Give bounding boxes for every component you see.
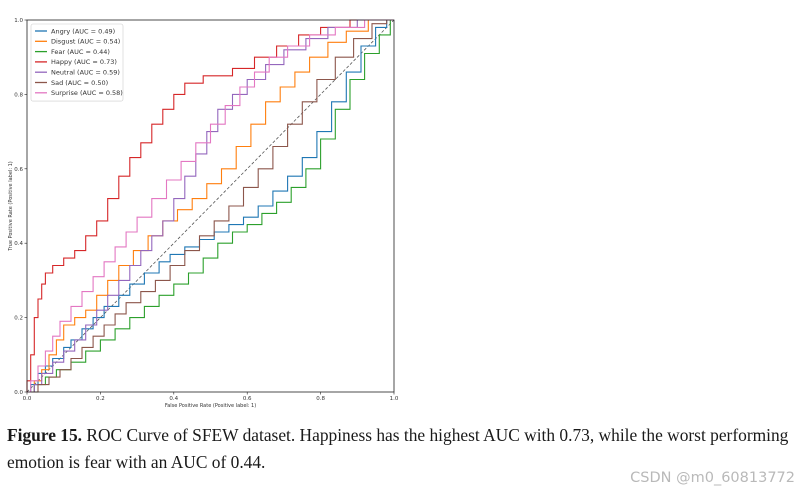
series-layer — [26, 19, 395, 393]
roc-curve-surprise — [27, 19, 394, 393]
legend-label-happy: Happy (AUC = 0.73) — [51, 58, 117, 66]
x-tick-label: 0.8 — [316, 396, 325, 402]
y-axis-label: True Positive Rate (Positive label: 1) — [8, 161, 14, 251]
figure-panel: 0.0 0.2 0.4 0.6 0.8 1.0 0.0 0.2 0.4 0.6 0.8 1.0 Fal… — [8, 18, 399, 409]
roc-curve-neutral — [27, 19, 394, 393]
y-tick-label: 0.2 — [14, 316, 23, 322]
legend-label-neutral: Neutral (AUC = 0.59) — [51, 69, 120, 77]
legend: Angry (AUC = 0.49) Disgust (AUC = 0.54) Fe… — [30, 23, 124, 102]
y-tick-label: 0.8 — [14, 92, 23, 98]
plot-frame — [26, 19, 395, 393]
y-tick-label: 0.6 — [14, 167, 23, 173]
legend-label-disgust: Disgust (AUC = 0.54) — [51, 38, 120, 46]
x-tick-label: 1.0 — [390, 396, 399, 402]
x-tick-label: 0.4 — [169, 396, 178, 402]
caption-text: ROC Curve of SFEW dataset. Happiness has… — [7, 425, 789, 472]
x-tick-label: 0.0 — [23, 396, 32, 402]
figure-caption: Figure 15. ROC Curve of SFEW dataset. Ha… — [7, 422, 805, 476]
legend-label-surprise: Surprise (AUC = 0.58) — [51, 89, 123, 97]
legend-label-fear: Fear (AUC = 0.44) — [51, 48, 110, 56]
roc-curve-sad — [27, 19, 394, 393]
x-tick-label: 0.6 — [243, 396, 252, 402]
x-tick-label: 0.2 — [96, 396, 105, 402]
legend-label-sad: Sad (AUC = 0.50) — [51, 79, 108, 87]
watermark: CSDN @m0_60813772 — [630, 470, 795, 486]
y-tick-label: 0.4 — [14, 241, 23, 247]
x-axis-label: False Positive Rate (Positive label: 1) — [165, 403, 256, 409]
y-tick-label: 1.0 — [14, 18, 23, 24]
y-tick-label: 0.0 — [14, 390, 23, 396]
legend-box — [30, 23, 124, 102]
roc-chart: 0.0 0.2 0.4 0.6 0.8 1.0 0.0 0.2 0.4 0.6 0.8 1.0 Fal… — [8, 18, 399, 409]
legend-label-angry: Angry (AUC = 0.49) — [51, 27, 115, 35]
figure-label: Figure 15. — [7, 425, 83, 445]
tick-layer: 0.0 0.2 0.4 0.6 0.8 1.0 0.0 0.2 0.4 0.6 0.8 1.0 — [14, 18, 399, 402]
roc-curve-happy — [26, 19, 394, 392]
roc-curve-fear — [27, 19, 394, 393]
chance-diagonal-line — [26, 19, 395, 393]
